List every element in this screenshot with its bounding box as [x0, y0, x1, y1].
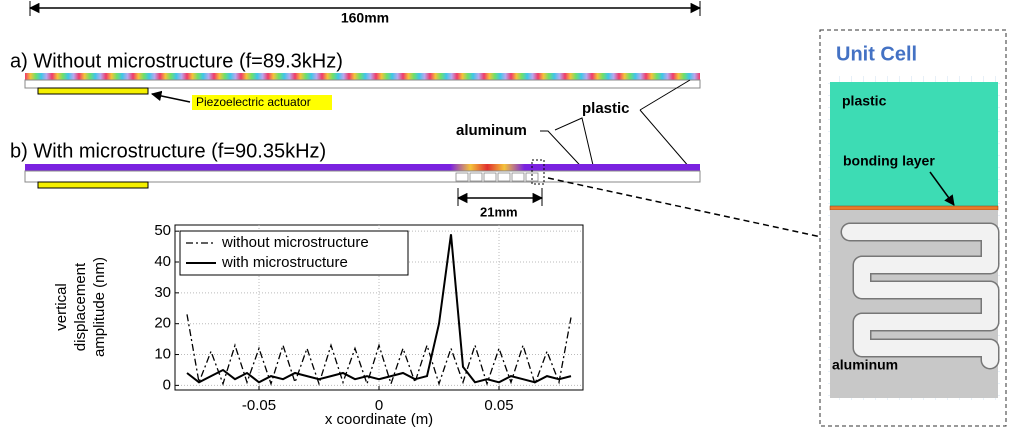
series-line — [186, 314, 572, 386]
legend-box — [179, 230, 409, 276]
panel-a-label: a) Without microstructure (f=89.3kHz) — [10, 50, 343, 72]
unit-cell-plastic-label: plastic — [842, 93, 887, 109]
unit-cell-slot — [842, 224, 998, 368]
x-tick-label: -0.05 — [242, 397, 276, 414]
actuator-b — [37, 181, 149, 189]
y-tick-label: 10 — [154, 346, 171, 363]
legend-label: with microstructure — [221, 254, 348, 271]
plastic-pointer — [554, 117, 597, 179]
y-tick-label: 0 — [163, 376, 171, 393]
actuator-label: Piezoelectric actuator — [196, 95, 311, 109]
y-tick-label: 30 — [154, 284, 171, 301]
microstructure — [455, 172, 539, 182]
y-axis-label: amplitude (nm) — [91, 257, 108, 357]
x-axis-label: x coordinate (m) — [325, 411, 433, 428]
aluminum-label: aluminum — [456, 122, 527, 139]
panel-b-label: b) With microstructure (f=90.35kHz) — [10, 140, 326, 162]
unit-cell-marker — [531, 159, 545, 185]
bonding-arrow — [929, 171, 955, 206]
y-tick-label: 20 — [154, 315, 171, 332]
beam-aluminum-a — [24, 79, 701, 89]
unit-cell-aluminum-label: aluminum — [832, 357, 898, 373]
plastic-pointer — [639, 109, 691, 169]
unit-cell-plastic — [830, 82, 998, 206]
chart: 0 10 20 30 40 50 -0.05 0 0.05 x coordinate (m) ver… — [53, 222, 584, 428]
actuator-a — [37, 87, 149, 95]
beam-aluminum-b — [24, 170, 701, 183]
unit-cell-title: Unit Cell — [836, 43, 917, 65]
y-tick-label: 40 — [154, 253, 171, 270]
zoom-line — [547, 177, 827, 239]
beam-plastic-b — [25, 164, 700, 171]
actuator-highlight — [192, 95, 332, 110]
unit-cell-bonding-label: bonding layer — [843, 153, 935, 169]
y-axis-label: vertical — [53, 283, 70, 331]
plastic-pointer — [639, 79, 691, 111]
y-axis-label: displacement — [72, 262, 89, 351]
unit-cell-bonding — [829, 205, 999, 211]
dimension-label: 160mm — [341, 10, 389, 26]
aluminum-pointer — [540, 130, 591, 177]
x-tick-label: 0 — [375, 397, 383, 414]
actuator-arrow — [150, 90, 191, 103]
y-tick-label: 50 — [154, 222, 171, 239]
series-line — [186, 234, 572, 384]
microstructure-length-label: 21mm — [480, 204, 518, 219]
x-tick-label: 0.05 — [484, 397, 513, 414]
beam-plastic-a — [25, 73, 700, 80]
legend-label: without microstructure — [221, 234, 369, 251]
plastic-label: plastic — [582, 100, 630, 117]
